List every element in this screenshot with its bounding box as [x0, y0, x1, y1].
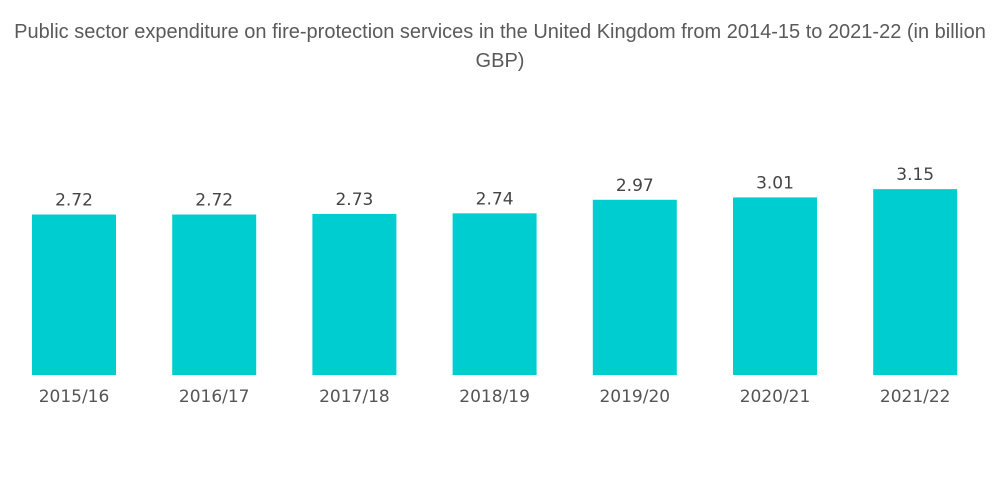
category-label: 2016/17: [179, 387, 250, 407]
category-labels-group: 2015/16 2016/17 2017/18 2018/19 2019/20 2020/…: [39, 387, 951, 407]
category-label: 2021/22: [880, 387, 951, 407]
value-label: 3.01: [756, 173, 794, 193]
value-labels-group: 2.72 2.72 2.73 2.74 2.97 3.01 3.15: [55, 165, 934, 210]
value-label: 2.72: [195, 191, 233, 211]
bar-2018-19: [452, 213, 537, 375]
bar-2015-16: [32, 214, 116, 375]
chart-title: Public sector expenditure on fire-protec…: [14, 21, 986, 72]
category-label: 2015/16: [39, 387, 110, 407]
value-label: 2.74: [476, 189, 514, 209]
value-label: 3.15: [896, 165, 934, 185]
bar-2019-20: [592, 199, 677, 375]
value-label: 2.97: [616, 176, 654, 196]
bar-2017-18: [312, 213, 397, 375]
value-label: 2.73: [335, 190, 373, 210]
category-label: 2019/20: [599, 387, 670, 407]
category-label: 2017/18: [319, 387, 390, 407]
bars-group: [32, 189, 958, 375]
category-label: 2018/19: [459, 387, 530, 407]
category-label: 2020/21: [740, 387, 811, 407]
bar-2020-21: [733, 197, 817, 375]
bar-2016-17: [172, 214, 257, 375]
value-label: 2.72: [55, 191, 93, 211]
bar-2021-22: [873, 189, 958, 375]
